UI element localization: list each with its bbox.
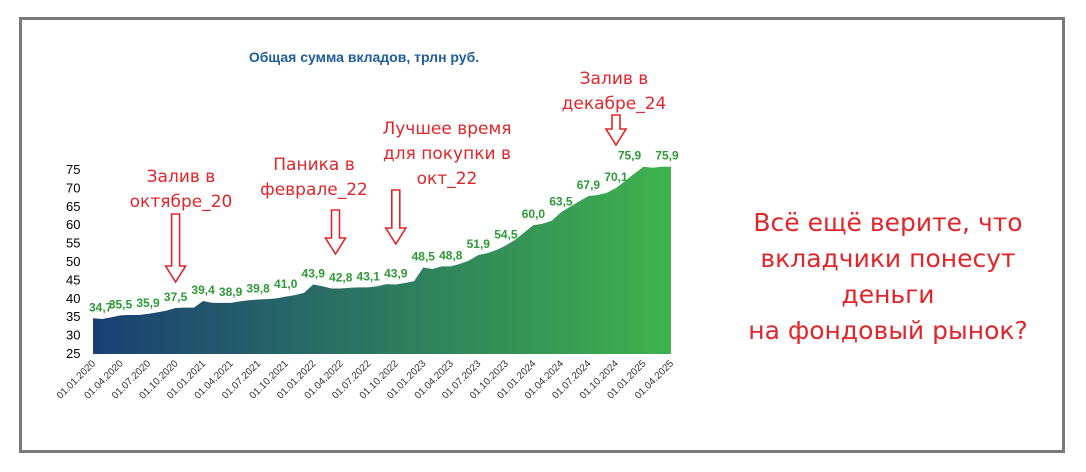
data-label: 38,9 xyxy=(219,285,243,299)
annotation-text: октябре_20 xyxy=(130,192,233,212)
data-label: 42,8 xyxy=(329,271,353,285)
data-label: 75,9 xyxy=(618,149,642,163)
down-arrow-icon xyxy=(164,213,188,284)
data-label: 54,5 xyxy=(494,227,518,241)
y-tick-label: 45 xyxy=(66,272,80,287)
side-text-line: Всё ещё верите, что xyxy=(753,208,1023,237)
data-label: 43,9 xyxy=(384,266,408,280)
y-tick-label: 70 xyxy=(66,180,80,195)
data-label: 48,5 xyxy=(412,250,436,264)
data-label: 43,1 xyxy=(357,269,381,283)
side-question-text: Всё ещё верите, что вкладчики понесут де… xyxy=(718,205,1058,349)
data-label: 37,5 xyxy=(164,290,188,304)
annotation-text: Залив в xyxy=(147,167,216,187)
data-label: 34,7 xyxy=(89,300,113,314)
data-label: 75,9 xyxy=(655,149,679,163)
y-tick-label: 30 xyxy=(66,328,80,343)
deposits-area xyxy=(93,166,671,354)
y-tick-label: 50 xyxy=(66,254,80,269)
data-label: 35,9 xyxy=(136,296,160,310)
data-label: 70,1 xyxy=(604,170,628,184)
down-arrow-icon xyxy=(324,209,347,256)
data-label: 43,9 xyxy=(302,266,326,280)
y-tick-label: 60 xyxy=(66,217,80,232)
annotation-text: Лучшее время xyxy=(382,119,511,139)
annotation-text: феврале_22 xyxy=(260,180,368,200)
data-label: 48,8 xyxy=(439,248,463,262)
chart-title: Общая сумма вкладов, трлн руб. xyxy=(249,49,479,65)
annotation-text: Залив в xyxy=(580,69,649,89)
annotation-text: декабре_24 xyxy=(562,94,667,114)
data-label: 35,5 xyxy=(109,297,133,311)
annotation-text: Паника в xyxy=(273,155,354,175)
y-tick-label: 25 xyxy=(66,346,80,361)
down-arrow-icon xyxy=(384,189,408,246)
data-label: 41,0 xyxy=(274,277,298,291)
annotation-text: для покупки в xyxy=(383,144,511,164)
y-tick-label: 35 xyxy=(66,309,80,324)
y-tick-label: 65 xyxy=(66,199,80,214)
data-label: 63,5 xyxy=(549,194,573,208)
data-label: 60,0 xyxy=(522,207,546,221)
side-text-line: на фондовый рынок? xyxy=(748,316,1028,345)
y-tick-label: 55 xyxy=(66,236,80,251)
data-label: 39,8 xyxy=(246,282,270,296)
y-tick-label: 40 xyxy=(66,291,80,306)
data-label: 67,9 xyxy=(577,178,601,192)
y-tick-label: 75 xyxy=(66,162,80,177)
data-label: 51,9 xyxy=(467,237,491,251)
side-text-line: вкладчики понесут деньги xyxy=(760,244,1016,309)
down-arrow-icon xyxy=(604,114,628,147)
data-label: 39,4 xyxy=(191,283,215,297)
annotation-text: окт_22 xyxy=(417,169,478,189)
